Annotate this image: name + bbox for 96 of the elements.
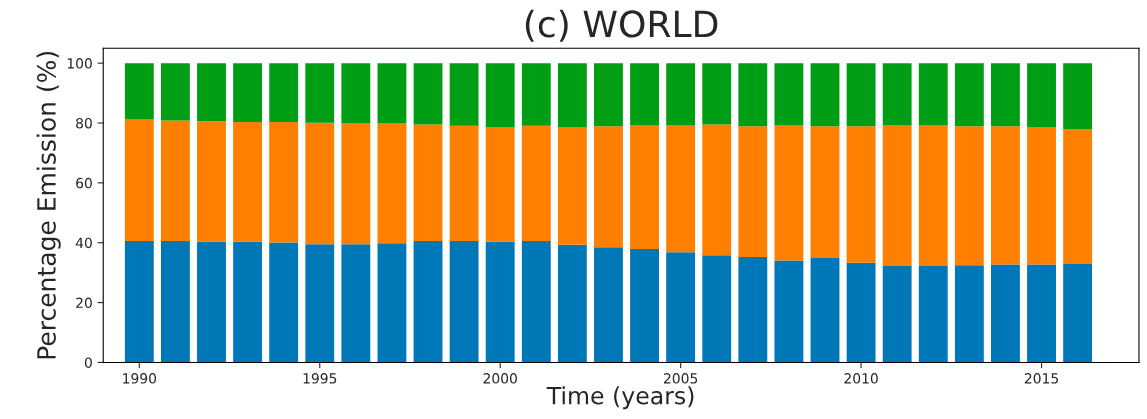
bar [1027,63,1056,127]
y-tick-label: 80 [76,117,92,129]
bar [1063,63,1093,129]
bar [377,63,407,124]
x-axis-title: Time (years) [546,386,694,410]
bar [954,265,984,363]
bar [160,120,190,241]
bar [774,260,804,363]
bar [233,122,263,242]
bar [882,266,912,363]
bar [918,63,948,126]
bar [666,63,696,126]
y-tick-label: 20 [76,297,92,309]
bar [991,264,1020,363]
chart-title: (c) WORLD [525,9,718,42]
bar [954,63,984,127]
bar [702,255,732,363]
bar [269,242,299,363]
bar [991,126,1020,265]
bar [341,123,371,245]
bar [305,244,335,363]
bar [197,121,226,242]
bar [702,63,732,125]
x-tick-label: 2000 [483,373,517,384]
bar [197,241,226,363]
bar [1063,263,1093,363]
bar [124,119,154,241]
bar [1027,126,1056,265]
bar [918,266,948,363]
bar [738,63,768,127]
y-tick-label: 60 [76,177,92,189]
bar [124,240,154,363]
bar [882,63,912,126]
bar [557,63,587,127]
bar [557,244,587,363]
bar [377,243,407,363]
bar [630,249,659,363]
bar [738,257,768,363]
bar [521,63,551,126]
bar [810,257,840,363]
bar [810,126,840,258]
bar [160,240,190,363]
bar [846,63,876,127]
bar [160,63,190,121]
bar [774,63,804,126]
bar [341,244,371,363]
bar [449,63,479,126]
bar [882,125,912,267]
bar [413,63,443,125]
bar [485,241,515,363]
bar [846,126,876,263]
bar [630,125,659,250]
bar [197,63,226,122]
bar [738,126,768,258]
x-tick-label: 2010 [844,373,878,384]
bar [557,126,587,245]
y-tick-label: 0 [84,357,92,368]
bar [485,126,515,242]
x-tick-label: 1995 [303,373,337,384]
bar [377,123,407,244]
bar [1027,264,1056,363]
bar [991,63,1020,127]
bar [594,63,623,127]
bar [1063,128,1093,264]
bar [702,124,732,256]
bar [413,124,443,241]
x-tick-label: 2015 [1024,373,1058,384]
bar [774,125,804,261]
y-tick-label: 100 [67,58,92,69]
x-tick-label: 1990 [123,373,157,384]
bar [666,252,696,363]
bar [521,125,551,241]
bar [449,125,479,241]
bar [269,63,299,123]
bar [305,122,335,245]
bar [413,240,443,363]
bar [485,63,515,127]
bar [521,240,551,363]
bar [233,241,263,363]
bar [594,126,623,248]
y-tick-label: 40 [75,237,92,249]
bar [305,63,335,123]
bar [124,63,154,120]
y-axis-title: Percentage Emission (%) [36,51,61,359]
bar [666,125,696,253]
bar [954,126,984,266]
bar [918,125,948,267]
bar [846,262,876,363]
bar [233,63,263,123]
bar [341,63,371,124]
bar [810,63,840,127]
x-tick-label: 2005 [663,373,698,384]
bar [449,240,479,363]
bar [630,63,659,126]
bar [594,247,623,363]
bar [269,122,299,243]
